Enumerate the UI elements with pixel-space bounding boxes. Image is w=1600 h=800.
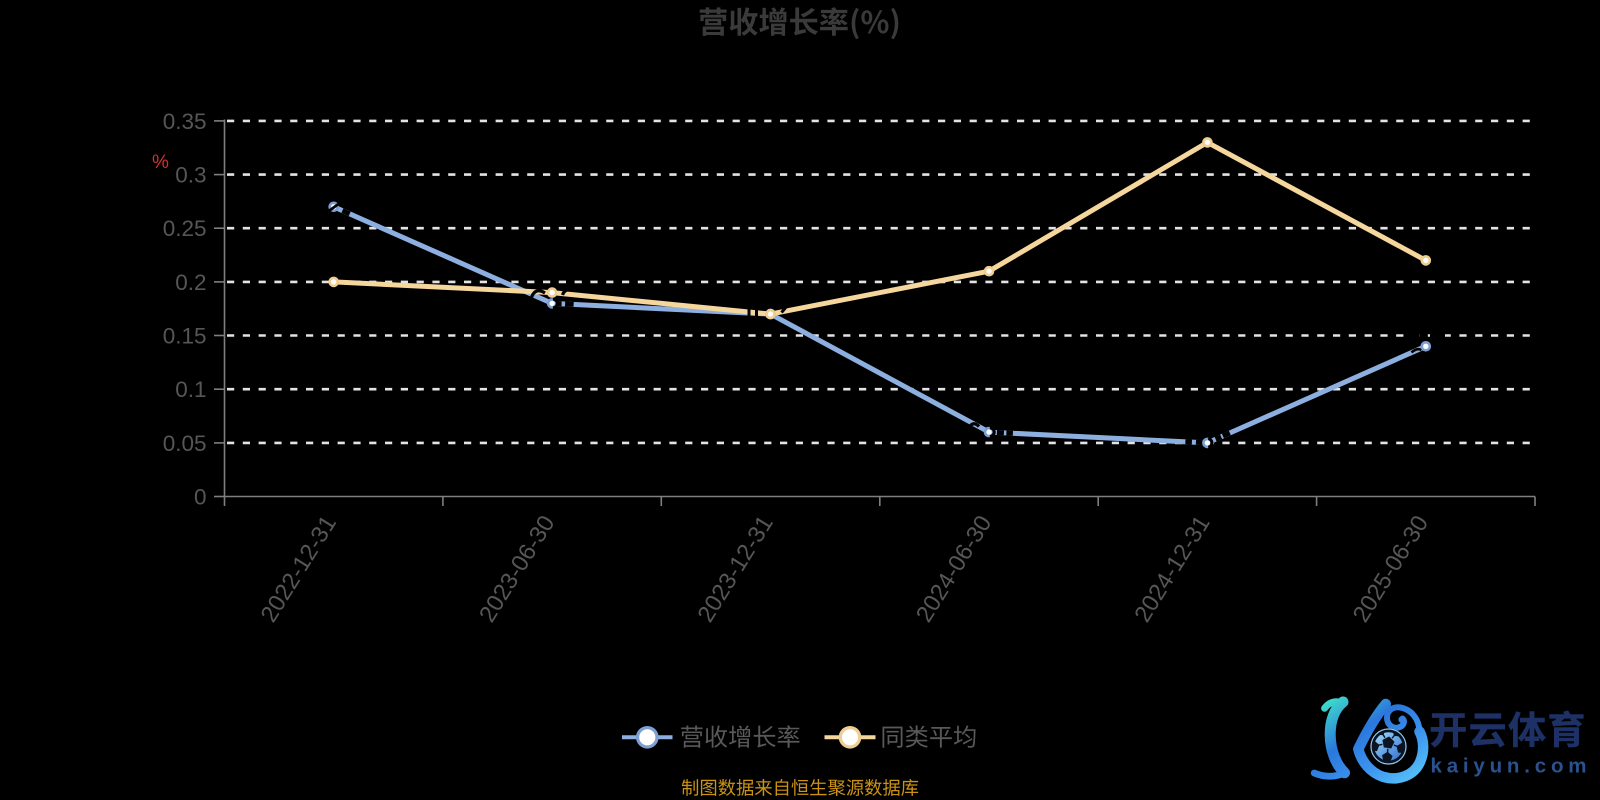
svg-text:0: 0 bbox=[194, 485, 207, 510]
svg-text:kaiyun.com: kaiyun.com bbox=[1431, 755, 1592, 778]
svg-text:%: % bbox=[152, 152, 169, 173]
svg-text:2025-06-30: 2025-06-30 bbox=[1347, 511, 1433, 627]
svg-text:0.1: 0.1 bbox=[175, 377, 206, 402]
svg-text:0.25: 0.25 bbox=[163, 216, 207, 241]
svg-text:2023-12-31: 2023-12-31 bbox=[692, 511, 778, 627]
svg-text:0.35: 0.35 bbox=[163, 109, 207, 134]
svg-text:2024-12-31: 2024-12-31 bbox=[1129, 511, 1215, 627]
svg-text:0.3: 0.3 bbox=[175, 163, 206, 188]
svg-text:2023-06-30: 2023-06-30 bbox=[474, 511, 560, 627]
svg-text:0.15: 0.15 bbox=[163, 324, 207, 349]
svg-text:2024-06-30: 2024-06-30 bbox=[911, 511, 997, 627]
svg-text:2022-12-31: 2022-12-31 bbox=[255, 511, 341, 627]
svg-text:0.05: 0.05 bbox=[163, 431, 207, 456]
svg-text:0.2: 0.2 bbox=[175, 270, 206, 295]
